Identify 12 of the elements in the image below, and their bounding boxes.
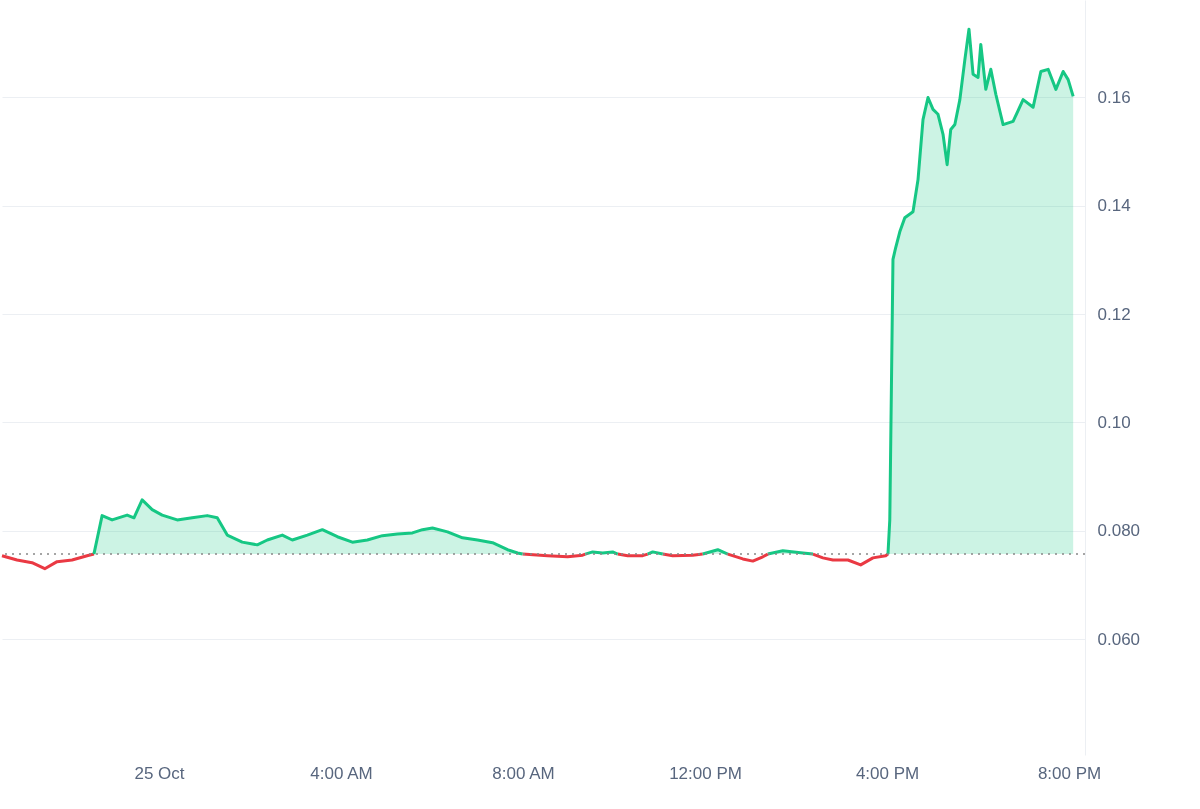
y-tick-label: 0.12	[1097, 304, 1131, 324]
x-tick-label: 4:00 AM	[310, 763, 373, 783]
y-tick-label: 0.10	[1097, 412, 1131, 432]
y-tick-label: 0.14	[1097, 196, 1131, 216]
y-tick-label: 0.16	[1097, 87, 1131, 107]
x-tick-label: 4:00 PM	[855, 763, 920, 783]
y-tick-label: 0.080	[1097, 521, 1141, 541]
x-tick-label: 25 Oct	[134, 763, 185, 783]
x-tick-label: 12:00 PM	[669, 763, 742, 783]
x-tick-label: 8:00 PM	[1037, 763, 1102, 783]
y-tick-label: 0.060	[1097, 629, 1141, 649]
x-tick-label: 8:00 AM	[492, 763, 555, 783]
